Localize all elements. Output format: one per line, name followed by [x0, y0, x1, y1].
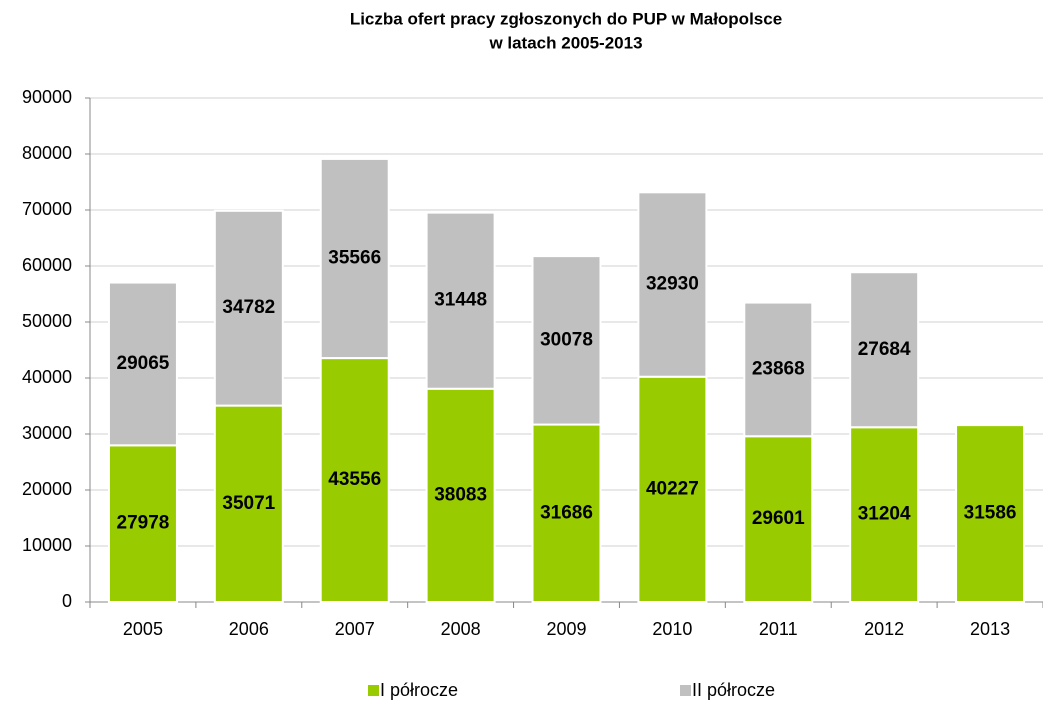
y-tick-label: 40000	[22, 367, 72, 387]
data-label: 31586	[964, 503, 1017, 524]
bar	[637, 375, 708, 603]
data-label: 32930	[646, 274, 699, 295]
x-tick-label: 2008	[441, 619, 481, 639]
x-tick-label: 2013	[970, 619, 1010, 639]
data-label: 30078	[540, 329, 593, 350]
bar	[849, 271, 920, 429]
y-tick-label: 10000	[22, 535, 72, 555]
data-label: 38083	[434, 484, 487, 505]
bar	[531, 255, 602, 426]
y-tick-label: 50000	[22, 311, 72, 331]
y-tick-label: 90000	[22, 87, 72, 107]
bar	[213, 404, 284, 603]
y-tick-label: 60000	[22, 255, 72, 275]
x-tick-label: 2009	[546, 619, 586, 639]
data-label: 35566	[328, 248, 381, 269]
data-label: 31204	[858, 504, 911, 525]
bar	[955, 424, 1026, 604]
legend-swatch	[368, 685, 379, 696]
y-tick-label: 70000	[22, 199, 72, 219]
data-label: 23868	[752, 358, 805, 379]
bar	[531, 423, 602, 604]
data-label: 31448	[434, 290, 487, 311]
data-label: 34782	[222, 297, 275, 318]
x-tick-label: 2012	[864, 619, 904, 639]
bar	[107, 281, 178, 447]
data-label: 29065	[117, 353, 170, 374]
data-label: 27978	[117, 513, 170, 534]
bar	[425, 387, 496, 603]
x-tick-label: 2007	[335, 619, 375, 639]
x-tick-label: 2010	[652, 619, 692, 639]
data-label: 40227	[646, 478, 699, 499]
bar	[743, 301, 814, 438]
bar	[743, 435, 814, 603]
legend-label: I półrocze	[380, 680, 458, 700]
data-label: 29601	[752, 508, 805, 529]
y-tick-label: 20000	[22, 479, 72, 499]
x-tick-label: 2005	[123, 619, 163, 639]
bar	[213, 209, 284, 407]
chart-title: w latach 2005-2013	[488, 33, 642, 52]
bar	[319, 157, 390, 360]
data-label: 27684	[858, 339, 911, 360]
x-tick-label: 2006	[229, 619, 269, 639]
x-tick-label: 2011	[759, 619, 798, 639]
legend-label: II półrocze	[692, 680, 775, 700]
y-tick-label: 30000	[22, 423, 72, 443]
bar	[637, 191, 708, 378]
bar	[425, 211, 496, 390]
legend-swatch	[680, 685, 691, 696]
bar	[107, 444, 178, 604]
y-tick-label: 80000	[22, 143, 72, 163]
y-tick-label: 0	[62, 591, 72, 611]
data-label: 35071	[222, 493, 275, 514]
data-label: 31686	[540, 502, 593, 523]
chart-title: Liczba ofert pracy zgłoszonych do PUP w …	[350, 9, 782, 28]
data-label: 43556	[328, 469, 381, 490]
bar	[849, 426, 920, 603]
